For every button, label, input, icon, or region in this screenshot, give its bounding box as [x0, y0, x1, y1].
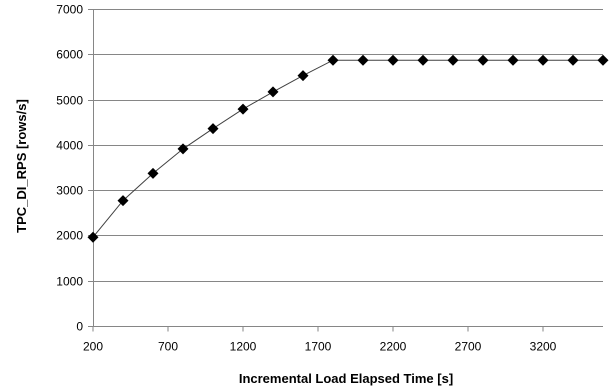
data-point: [237, 103, 249, 115]
y-tick-label: 1000: [56, 275, 83, 289]
data-point: [507, 54, 519, 66]
x-tick-label: 700: [158, 340, 178, 354]
x-tick-label: 200: [83, 340, 103, 354]
data-point: [567, 54, 579, 66]
data-point: [297, 70, 309, 82]
data-point: [537, 54, 549, 66]
data-point: [147, 167, 159, 179]
grid-lines: [93, 9, 603, 282]
y-tick-label: 5000: [56, 94, 83, 108]
series-line: [92, 59, 603, 238]
data-point: [447, 54, 459, 66]
y-axis-title: TPC_DI_RPS [rows/s]: [14, 99, 29, 233]
data-point: [597, 54, 609, 66]
data-point: [477, 54, 489, 66]
x-tick-label: 2200: [380, 340, 407, 354]
x-tick-label: 2700: [455, 340, 482, 354]
data-point: [417, 54, 429, 66]
data-point: [207, 123, 219, 135]
x-axis-title: Incremental Load Elapsed Time [s]: [239, 371, 453, 386]
axes: [88, 9, 603, 332]
x-tick-label: 1700: [305, 340, 332, 354]
data-point: [267, 86, 279, 98]
data-point: [327, 54, 339, 66]
data-point: [117, 195, 129, 207]
y-tick-labels: 0 1000 2000 3000 4000 5000 6000 7000: [56, 3, 83, 334]
data-point: [387, 54, 399, 66]
series-group: [87, 54, 609, 243]
x-tick-label: 1200: [230, 340, 257, 354]
data-point: [87, 231, 99, 243]
y-tick-label: 0: [76, 320, 83, 334]
y-tick-label: 3000: [56, 184, 83, 198]
y-tick-label: 7000: [56, 3, 83, 17]
data-point: [357, 54, 369, 66]
y-tick-label: 4000: [56, 139, 83, 153]
data-point: [177, 143, 189, 155]
y-tick-label: 2000: [56, 229, 83, 243]
x-tick-label: 3200: [530, 340, 557, 354]
x-tick-labels: 200 700 1200 1700 2200 2700 3200: [83, 340, 557, 354]
y-tick-label: 6000: [56, 48, 83, 62]
